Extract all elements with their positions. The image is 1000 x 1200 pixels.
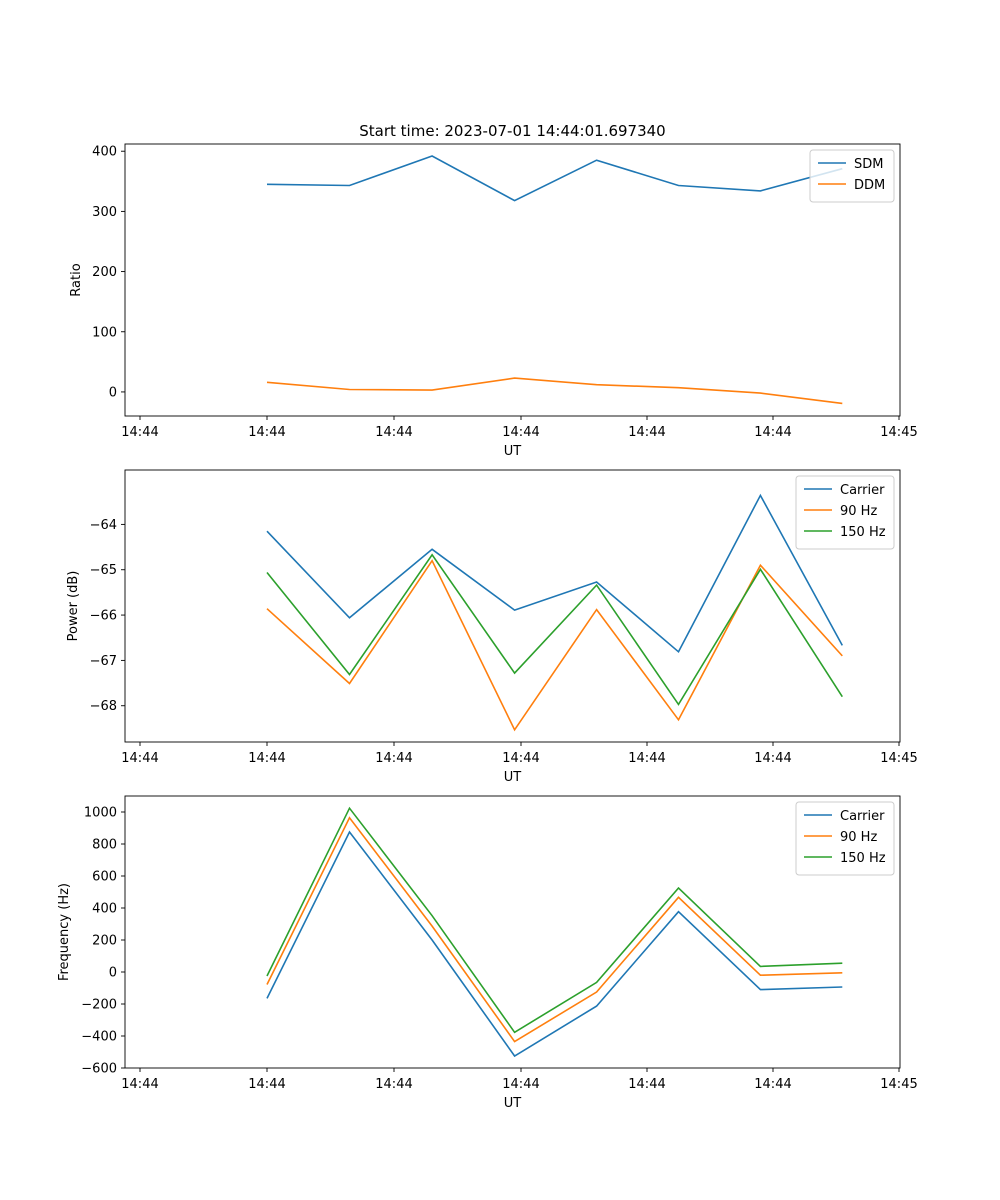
- series-line-sdm: [266, 155, 843, 202]
- x-axis-label: UT: [504, 770, 522, 785]
- series-line-carrier: [266, 493, 844, 654]
- x-tick-label: 14:44: [248, 425, 285, 440]
- plot-frame: [124, 795, 901, 1069]
- legend-label: 150 Hz: [840, 851, 886, 866]
- x-tick-label: 14:44: [628, 425, 665, 440]
- x-tick-label: 14:44: [628, 751, 665, 766]
- legend: SDM DDM: [809, 149, 895, 203]
- x-tick-label: 14:44: [754, 425, 791, 440]
- plot-frame: [124, 143, 901, 417]
- x-tick-label: 14:44: [502, 425, 539, 440]
- y-tick-label: 800: [92, 838, 117, 853]
- series-line-carrier: [266, 830, 843, 1058]
- y-tick-label: 200: [92, 934, 117, 949]
- y-tick-label: 300: [92, 205, 117, 220]
- y-tick-label: 200: [92, 265, 117, 280]
- x-tick-label: 14:44: [754, 1077, 791, 1092]
- series-line-150-hz: [266, 553, 843, 706]
- plot-frame: [124, 469, 901, 743]
- y-tick-label: 600: [92, 870, 117, 885]
- y-tick-label: 400: [92, 145, 117, 160]
- x-tick-label: 14:44: [248, 1077, 285, 1092]
- x-tick-label: 14:44: [375, 751, 412, 766]
- y-tick-label: 1000: [84, 806, 117, 821]
- plot-2: 14:44 14:44 14:44 14:44 14:44 14:44 14:45 −68 −6…: [66, 469, 918, 785]
- y-axis-label: Frequency (Hz): [57, 883, 72, 981]
- x-tick-label: 14:44: [121, 425, 158, 440]
- y-tick-label: −65: [90, 563, 117, 578]
- x-tick-label: 14:44: [628, 1077, 665, 1092]
- figure-title: Start time: 2023-07-01 14:44:01.697340: [359, 122, 665, 140]
- plot-3: 14:44 14:44 14:44 14:44 14:44 14:44 14:45 −600 −…: [57, 795, 918, 1111]
- plots: 14:44 14:44 14:44 14:44 14:44 14:44 14:45 0 100 2…: [57, 143, 918, 1111]
- series-line-ddm: [266, 377, 843, 405]
- y-tick-label: 100: [92, 325, 117, 340]
- x-tick-label: 14:44: [375, 425, 412, 440]
- y-axis-label: Ratio: [69, 263, 84, 296]
- y-tick-label: 0: [109, 966, 117, 981]
- y-tick-label: −66: [90, 609, 117, 624]
- x-tick-label: 14:44: [375, 1077, 412, 1092]
- x-tick-label: 14:45: [880, 425, 917, 440]
- x-tick-label: 14:44: [248, 751, 285, 766]
- y-tick-label: −600: [81, 1062, 117, 1077]
- x-tick-label: 14:45: [880, 1077, 917, 1092]
- x-tick-label: 14:44: [502, 1077, 539, 1092]
- legend: Carrier 90 Hz 150 Hz: [795, 475, 895, 550]
- x-tick-label: 14:44: [121, 1077, 158, 1092]
- legend-label: 90 Hz: [840, 504, 877, 519]
- y-tick-label: −64: [90, 518, 117, 533]
- legend-label: DDM: [854, 178, 885, 193]
- x-axis-label: UT: [504, 1096, 522, 1111]
- y-tick-label: −67: [90, 654, 117, 669]
- x-tick-label: 14:44: [121, 751, 158, 766]
- legend-label: 90 Hz: [840, 830, 877, 845]
- legend: Carrier 90 Hz 150 Hz: [795, 801, 895, 876]
- series-line-90-hz: [266, 816, 843, 1043]
- x-tick-label: 14:44: [754, 751, 791, 766]
- legend-label: SDM: [854, 157, 883, 172]
- legend-label: Carrier: [840, 809, 885, 824]
- y-tick-label: −68: [90, 699, 117, 714]
- y-tick-label: −200: [81, 998, 117, 1013]
- series-line-150-hz: [266, 806, 843, 1034]
- x-axis-label: UT: [504, 444, 522, 459]
- plot-1: 14:44 14:44 14:44 14:44 14:44 14:44 14:45 0 100 2…: [69, 143, 918, 459]
- y-tick-label: 400: [92, 902, 117, 917]
- y-axis-label: Power (dB): [66, 571, 81, 642]
- legend-label: Carrier: [840, 483, 885, 498]
- x-tick-label: 14:45: [880, 751, 917, 766]
- x-tick-label: 14:44: [502, 751, 539, 766]
- y-tick-label: 0: [109, 385, 117, 400]
- legend-label: 150 Hz: [840, 525, 886, 540]
- y-tick-label: −400: [81, 1030, 117, 1045]
